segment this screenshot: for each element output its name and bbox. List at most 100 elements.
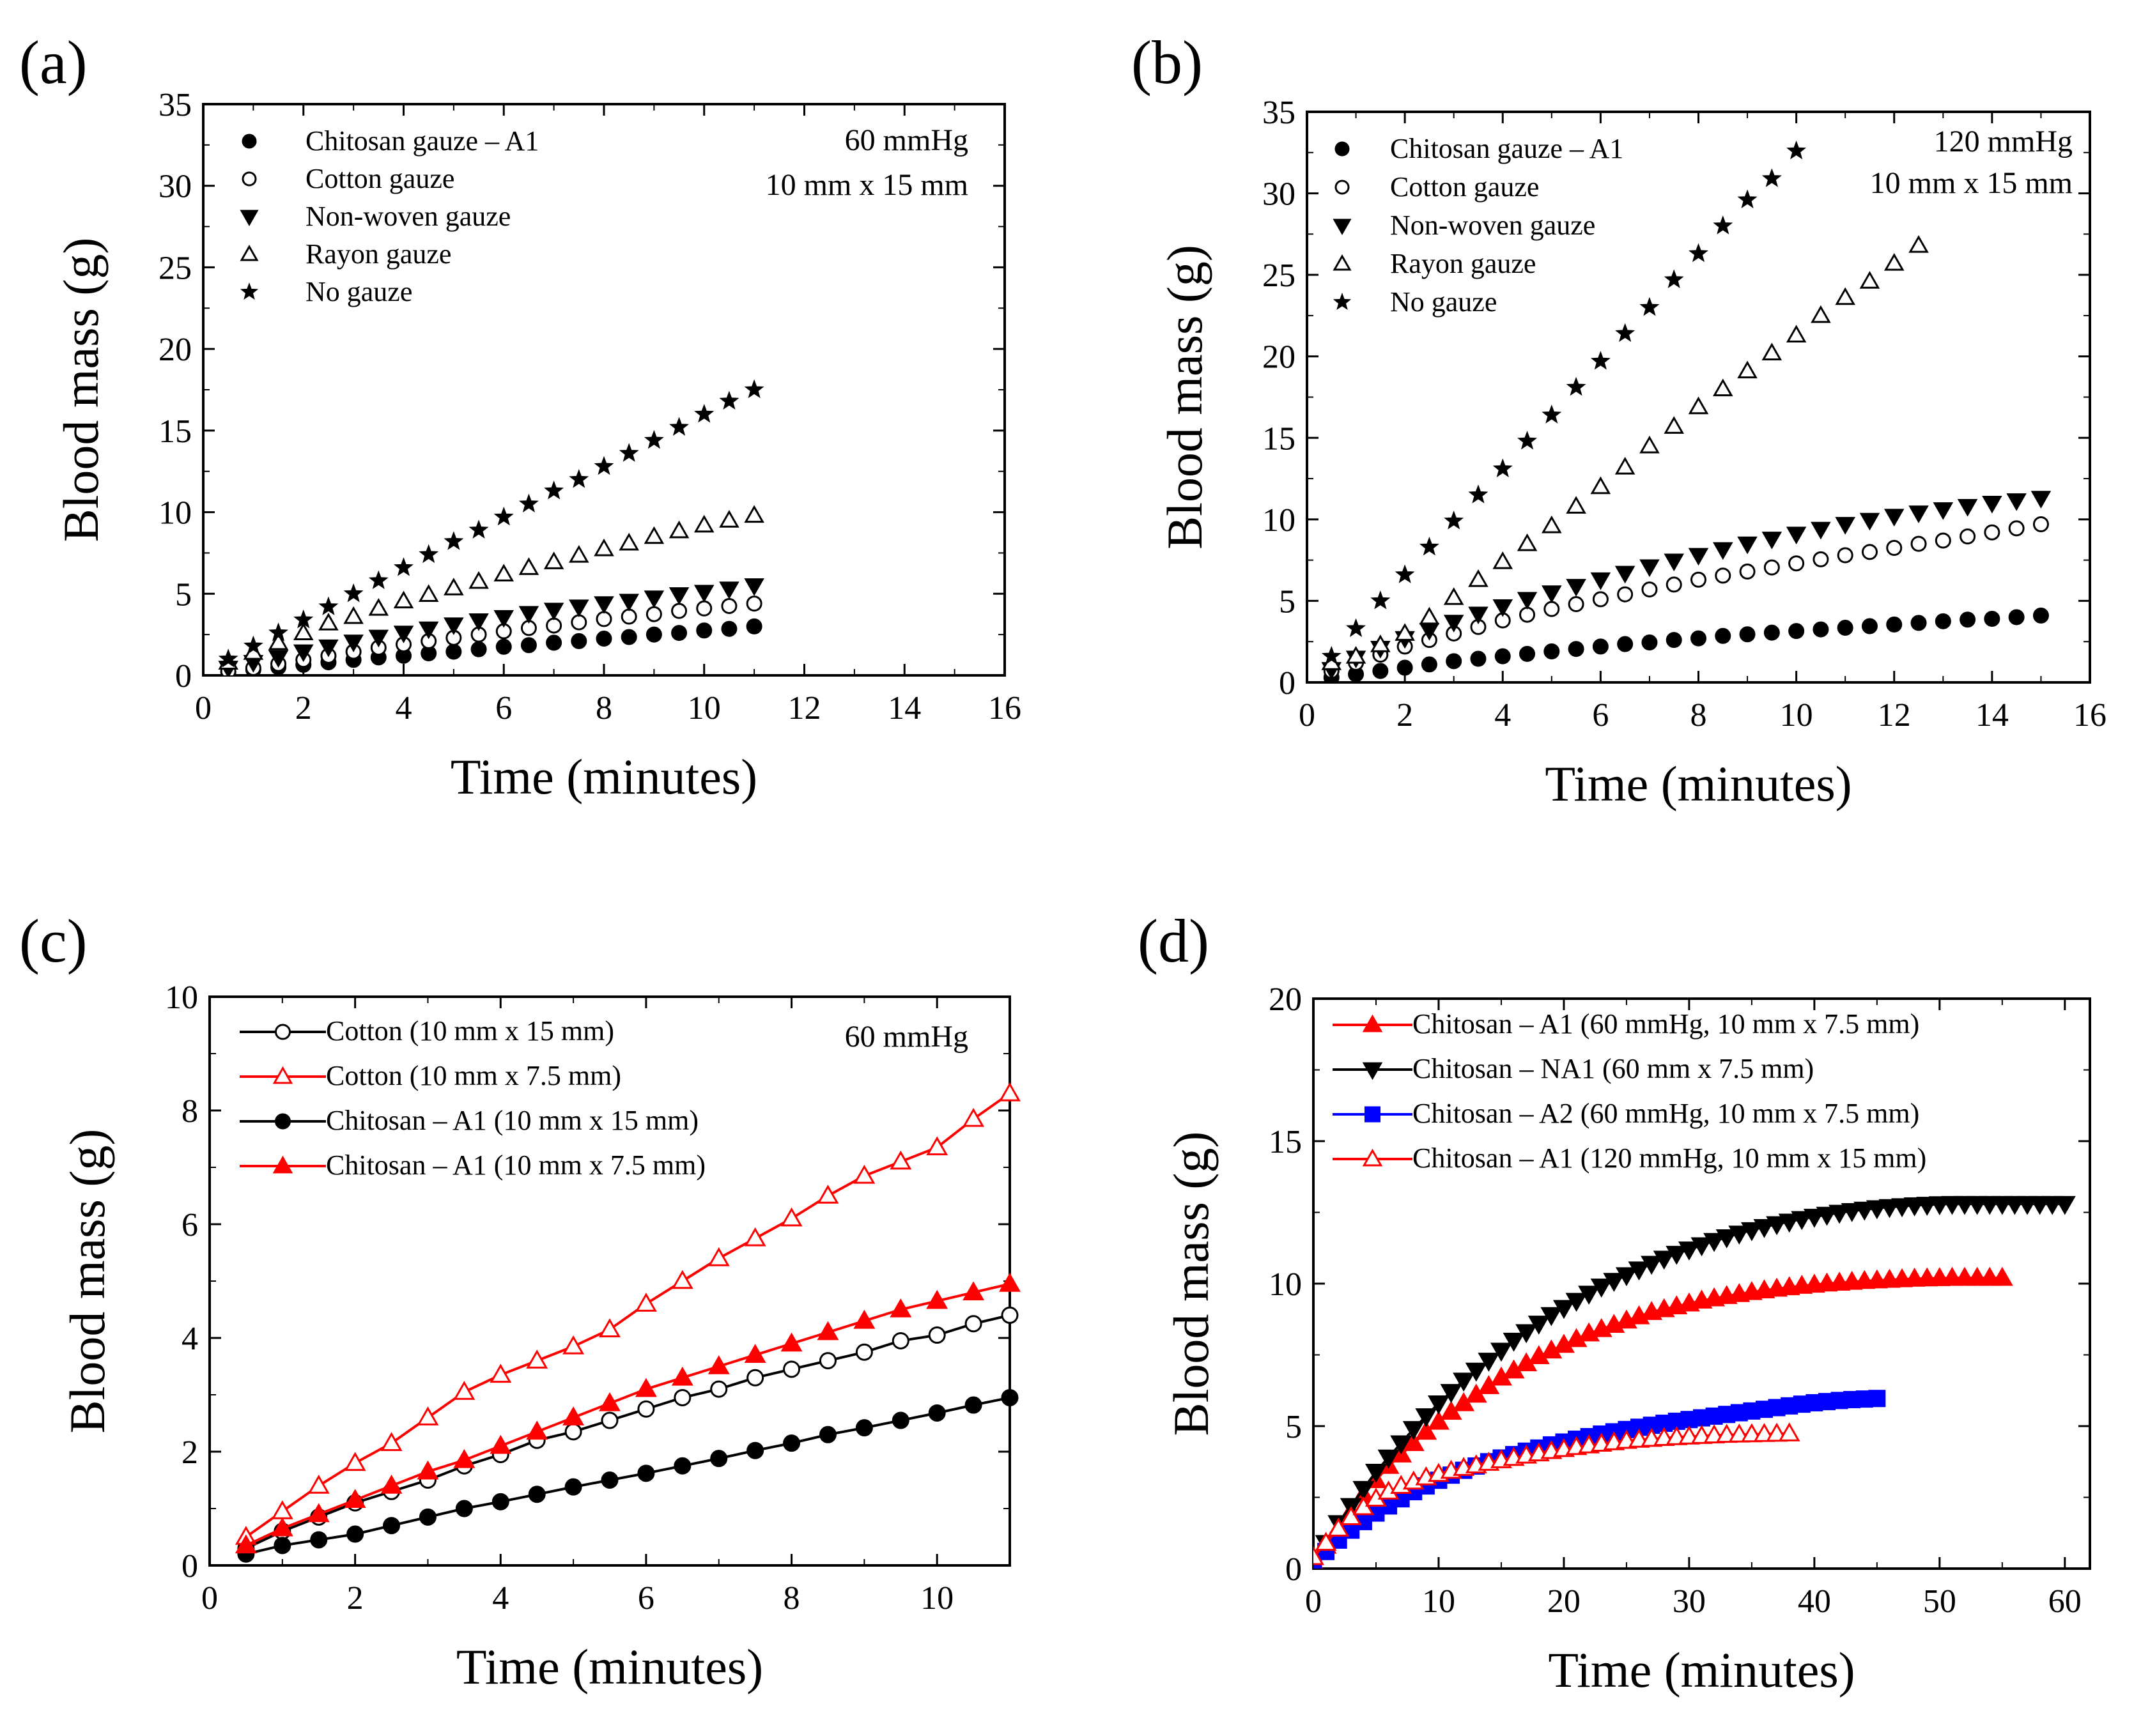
legend-marker [272, 1155, 293, 1174]
y-tick-label: 25 [159, 250, 192, 286]
data-point [543, 551, 564, 569]
x-tick-label: 16 [2073, 697, 2107, 734]
data-point [1788, 623, 1805, 640]
y-axis-title: Blood mass (g) [59, 1129, 115, 1434]
data-point [518, 606, 539, 624]
data-point [2008, 609, 2025, 626]
data-point [1327, 1517, 1350, 1537]
y-axis-title: Blood mass (g) [1157, 245, 1212, 549]
data-point [707, 1355, 730, 1374]
data-point [1468, 484, 1488, 503]
data-point [1365, 1464, 1387, 1483]
data-point [964, 1396, 982, 1414]
y-tick-label: 15 [159, 413, 192, 450]
data-point [1688, 548, 1709, 566]
data-point [2032, 607, 2049, 624]
data-point [1715, 627, 1731, 644]
data-point [1891, 1198, 1914, 1218]
data-point [1991, 1266, 2013, 1286]
data-point [1739, 564, 1756, 580]
data-point [344, 1489, 366, 1508]
data-point [1603, 1273, 1625, 1292]
legend-marker [240, 282, 259, 300]
data-point [721, 620, 738, 637]
data-point [671, 1270, 693, 1289]
data-point [1690, 1237, 1713, 1257]
y-axis-title: Blood mass (g) [1163, 1132, 1219, 1436]
data-point [1465, 1362, 1487, 1382]
data-point [1468, 606, 1488, 625]
data-point [890, 1298, 912, 1317]
data-point [819, 1425, 837, 1443]
data-point [1494, 648, 1511, 664]
data-point [694, 404, 715, 423]
data-point [1346, 618, 1366, 637]
series-line [245, 1092, 1011, 1539]
data-point [963, 1281, 985, 1301]
legend-label: Chitosan – A1 (10 mm x 7.5 mm) [326, 1149, 706, 1181]
data-point [1370, 590, 1391, 610]
data-point [853, 1309, 876, 1329]
data-point [746, 595, 762, 612]
series-3 [218, 505, 764, 670]
data-point [707, 1247, 730, 1266]
data-point [1340, 1506, 1362, 1526]
data-point [1639, 559, 1660, 578]
data-point [1788, 555, 1805, 572]
data-point [1590, 572, 1611, 590]
series-2 [237, 1388, 1019, 1563]
data-point [526, 1349, 548, 1369]
series-1 [235, 1082, 1021, 1545]
data-point [1614, 565, 1635, 584]
x-axis-title: Time (minutes) [1548, 1642, 1855, 1698]
condition-note: 10 mm x 15 mm [1870, 166, 2073, 200]
data-point [780, 1332, 803, 1352]
data-point [892, 1332, 909, 1349]
data-point [1811, 305, 1831, 323]
data-point [470, 641, 487, 657]
y-tick-label: 10 [1269, 1266, 1302, 1303]
data-point [637, 1464, 655, 1482]
data-point [1565, 1293, 1588, 1312]
panel-d: (d) 0 10 20 30 40 50 60 0 5 10 15 20 Time (minutes) Bl… [1138, 907, 2091, 1698]
data-point [1639, 296, 1660, 316]
data-point [1861, 544, 1878, 560]
data-point [1910, 615, 1927, 631]
data-point [1984, 610, 2000, 627]
data-point [1592, 638, 1609, 655]
data-point [268, 622, 289, 641]
data-point [1703, 1233, 1726, 1252]
x-tick-label: 6 [495, 690, 512, 726]
data-point [318, 639, 339, 657]
y-tick-label: 5 [175, 576, 192, 613]
x-tick-label: 8 [1690, 697, 1707, 734]
y-tick-label: 15 [1269, 1124, 1302, 1160]
data-point [621, 629, 637, 645]
condition-note: 120 mmHg [1934, 125, 2073, 158]
data-point [1641, 581, 1658, 598]
data-point [671, 603, 688, 619]
data-point [307, 1503, 330, 1523]
data-point [1791, 1211, 1813, 1231]
data-point [1372, 663, 1389, 679]
legend-marker [1362, 1014, 1383, 1033]
data-point [1352, 1480, 1375, 1500]
y-tick-label: 5 [1285, 1409, 1302, 1445]
data-point [1861, 618, 1878, 634]
data-point [1566, 579, 1586, 597]
data-point [1666, 1245, 1688, 1265]
data-point [1419, 536, 1439, 556]
legend: Chitosan gauze – A1 Cotton gauze Non-woven… [1333, 133, 1623, 318]
data-point [343, 583, 364, 603]
data-point [2008, 520, 2025, 537]
data-point [235, 1534, 257, 1554]
y-tick-label: 35 [1262, 95, 1295, 131]
data-point [671, 1366, 693, 1386]
data-point [1786, 325, 1807, 342]
series-1 [1323, 516, 2049, 679]
data-point [520, 637, 537, 654]
data-point [546, 634, 562, 651]
data-point [1592, 591, 1609, 608]
data-point [1813, 621, 1829, 638]
data-point [646, 606, 662, 622]
